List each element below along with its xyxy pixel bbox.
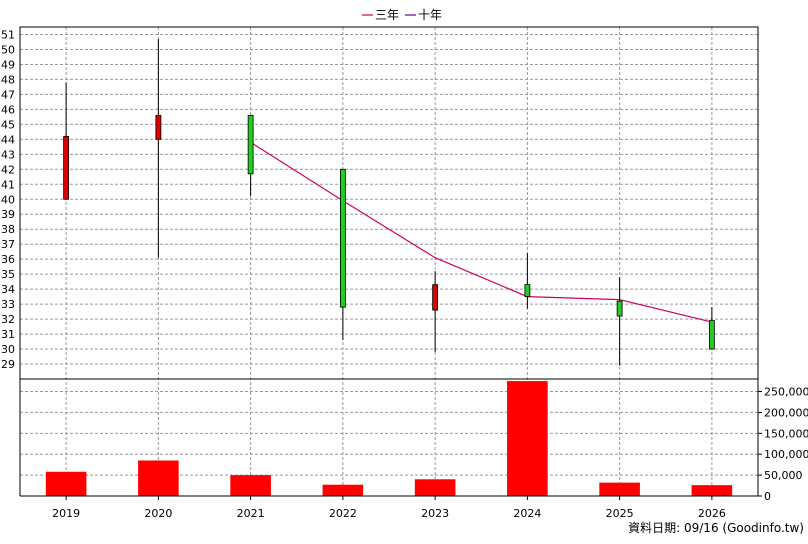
candle-body <box>432 284 439 311</box>
moving-average-lines <box>250 141 713 323</box>
x-tick-label: 2026 <box>698 507 726 520</box>
price-grid <box>20 27 758 496</box>
x-tick-label: 2024 <box>513 507 541 520</box>
price-tick-label: 47 <box>1 88 15 101</box>
price-tick-label: 40 <box>1 193 15 206</box>
price-tick-label: 33 <box>1 298 15 311</box>
ma-line-series <box>250 141 713 323</box>
volume-tick-label: 100,000 <box>764 448 808 461</box>
x-tick-label: 2025 <box>606 507 634 520</box>
x-tick-label: 2023 <box>421 507 449 520</box>
price-panel-frame <box>19 26 759 380</box>
price-tick-label: 39 <box>1 208 15 221</box>
price-tick-label: 31 <box>1 328 15 341</box>
candlesticks <box>63 38 715 366</box>
volume-tick-label: 200,000 <box>764 406 808 419</box>
chart-legend: 三年 十年 <box>362 8 442 22</box>
price-tick-label: 34 <box>1 283 15 296</box>
volume-grid <box>20 391 758 497</box>
volume-bar <box>414 479 456 496</box>
price-tick-label: 38 <box>1 223 15 236</box>
volume-bar <box>138 460 179 496</box>
x-tick-label: 2019 <box>52 507 80 520</box>
candle-body <box>616 300 623 317</box>
legend-label-3yr: 三年 <box>375 8 399 22</box>
candle-body <box>155 114 162 140</box>
price-tick-label: 49 <box>1 58 15 71</box>
volume-tick-label: 50,000 <box>764 469 803 482</box>
price-tick-label: 50 <box>1 43 15 56</box>
price-tick-label: 29 <box>1 358 15 371</box>
price-tick-label: 42 <box>1 163 15 176</box>
price-tick-label: 44 <box>1 133 15 146</box>
price-tick-label: 48 <box>1 73 15 86</box>
x-tick-label: 2022 <box>329 507 357 520</box>
chart-axes: 29 30 31 32 33 34 35 36 37 38 39 40 41 42 43 44 45 46 47 48… <box>1 26 808 520</box>
volume-bar <box>691 485 733 496</box>
price-tick-label: 45 <box>1 118 15 131</box>
volume-tick-label: 250,000 <box>764 386 808 399</box>
price-tick-label: 37 <box>1 238 15 251</box>
volume-bar <box>599 482 640 496</box>
price-tick-label: 43 <box>1 148 15 161</box>
volume-bar <box>322 484 364 496</box>
price-tick-label: 36 <box>1 253 15 266</box>
price-tick-label: 32 <box>1 313 15 326</box>
volume-bar <box>45 471 87 496</box>
price-tick-label: 41 <box>1 178 15 191</box>
legend-label-10yr: 十年 <box>418 8 442 22</box>
candle-body <box>247 114 254 175</box>
price-tick-label: 35 <box>1 268 15 281</box>
volume-tick-label: 0 <box>764 490 771 503</box>
volume-bar <box>507 381 548 496</box>
x-tick-label: 2020 <box>144 507 172 520</box>
price-tick-label: 51 <box>1 28 15 41</box>
candle-body <box>524 284 531 298</box>
data-date-footer: 資料日期: 09/16 (Goodinfo.tw) <box>628 521 804 535</box>
volume-tick-label: 150,000 <box>764 427 808 440</box>
candle-body <box>339 168 346 308</box>
candle-body <box>63 135 70 200</box>
price-tick-label: 46 <box>1 103 15 116</box>
x-tick-label: 2021 <box>237 507 265 520</box>
candle-body <box>708 320 715 350</box>
volume-bars <box>45 381 733 496</box>
price-tick-label: 30 <box>1 343 15 356</box>
volume-bar <box>230 475 271 496</box>
